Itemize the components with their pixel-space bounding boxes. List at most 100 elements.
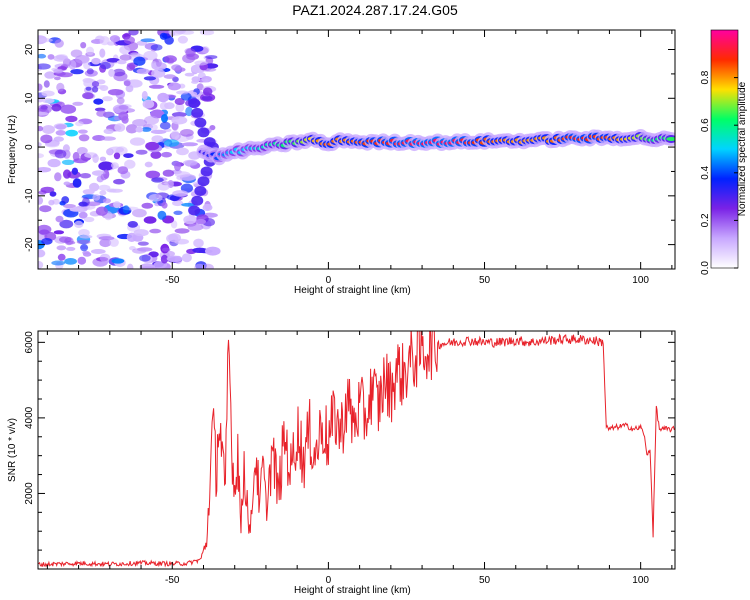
noise-blob: [38, 153, 44, 159]
noise-blob: [118, 105, 129, 110]
noise-blob: [86, 46, 94, 56]
noise-blob: [163, 55, 177, 63]
noise-blob: [76, 239, 91, 245]
noise-blob: [44, 71, 56, 79]
x-axis-label: Height of straight line (km): [294, 285, 411, 296]
noise-blob: [173, 210, 183, 215]
y-tick-label: -20: [24, 237, 35, 252]
noise-blob: [99, 238, 112, 248]
x-tick-label: 50: [479, 575, 491, 586]
noise-blob: [60, 104, 77, 114]
y-axis-label: SNR (10 * v/v): [7, 418, 18, 482]
x-tick-label: -50: [165, 575, 180, 586]
noise-blob: [64, 258, 77, 265]
noise-blob: [162, 169, 175, 177]
noise-blob: [145, 141, 160, 151]
y-tick-label: 10: [24, 92, 35, 104]
noise-blob: [43, 80, 50, 88]
noise-blob: [180, 92, 192, 101]
noise-blob: [172, 200, 184, 207]
noise-blob: [201, 263, 214, 269]
noise-blob: [116, 97, 125, 105]
noise-blob: [181, 202, 196, 207]
noise-blob: [194, 60, 208, 66]
noise-blob: [149, 228, 162, 234]
noise-blob: [109, 35, 120, 43]
noise-blob: [38, 38, 53, 43]
noise-blob: [91, 81, 100, 88]
noise-blob: [65, 129, 78, 137]
noise-blob: [55, 124, 67, 130]
noise-blob: [38, 224, 52, 235]
noise-blob: [128, 30, 139, 36]
noise-blob: [54, 39, 64, 48]
noise-blob: [140, 266, 156, 269]
x-tick-label: 0: [326, 275, 332, 286]
noise-blob: [143, 216, 157, 224]
noise-blob: [127, 221, 138, 228]
noise-blob: [38, 111, 49, 116]
noise-blob: [199, 78, 209, 83]
noise-blob: [161, 114, 168, 123]
noise-blob: [102, 96, 113, 102]
y-axis-label: Frequency (Hz): [7, 115, 18, 184]
noise-blob: [191, 76, 201, 83]
noise-blob: [75, 121, 84, 127]
noise-blob: [54, 149, 67, 159]
spectrogram-plot: [38, 30, 675, 269]
noise-blob: [143, 76, 156, 81]
noise-blob: [113, 201, 121, 209]
noise-blob: [59, 219, 74, 229]
noise-blob: [38, 53, 47, 59]
noise-blob: [205, 55, 218, 60]
noise-blob: [38, 261, 44, 269]
noise-blob: [63, 181, 71, 186]
dispersion-blob: [188, 205, 201, 216]
noise-blob: [195, 218, 207, 225]
noise-blob: [122, 205, 130, 214]
noise-blob: [41, 90, 55, 97]
noise-blob: [90, 249, 106, 254]
noise-blob: [185, 106, 193, 117]
noise-blob: [205, 246, 221, 256]
noise-blob: [51, 260, 66, 266]
noise-blob: [194, 263, 205, 269]
noise-blob: [171, 112, 187, 118]
x-tick-label: 50: [479, 275, 491, 286]
noise-blob: [72, 101, 84, 106]
noise-blob: [119, 45, 130, 55]
noise-blob: [132, 119, 148, 127]
noise-blob: [82, 92, 94, 100]
noise-blob: [53, 136, 64, 142]
noise-blob: [80, 243, 89, 252]
noise-blob: [141, 127, 152, 132]
noise-blob: [106, 188, 117, 193]
noise-blob: [172, 190, 189, 197]
noise-blob: [47, 54, 55, 60]
noise-blob: [92, 154, 99, 163]
colorbar-tick-label: 0.4: [700, 165, 711, 179]
y-tick-label: 0: [24, 144, 35, 150]
noise-blob: [83, 216, 95, 223]
noise-blob: [108, 68, 115, 77]
noise-blob: [185, 48, 196, 57]
noise-blob: [150, 151, 162, 159]
noise-blob: [38, 83, 43, 91]
noise-blob: [112, 68, 126, 77]
noise-blob: [54, 172, 62, 182]
noise-blob: [65, 115, 78, 123]
noise-blob: [78, 201, 88, 207]
noise-blob: [38, 63, 51, 70]
noise-blob: [168, 233, 182, 243]
noise-blob: [78, 229, 90, 237]
noise-blob: [202, 218, 215, 227]
noise-blob: [77, 256, 87, 265]
noise-blob: [159, 102, 169, 110]
noise-blob: [123, 80, 131, 87]
noise-blob: [159, 32, 168, 40]
noise-blob: [176, 90, 189, 95]
noise-blob: [132, 208, 147, 218]
noise-blob: [166, 255, 183, 262]
noise-blob: [170, 130, 180, 140]
noise-blob: [183, 215, 197, 225]
